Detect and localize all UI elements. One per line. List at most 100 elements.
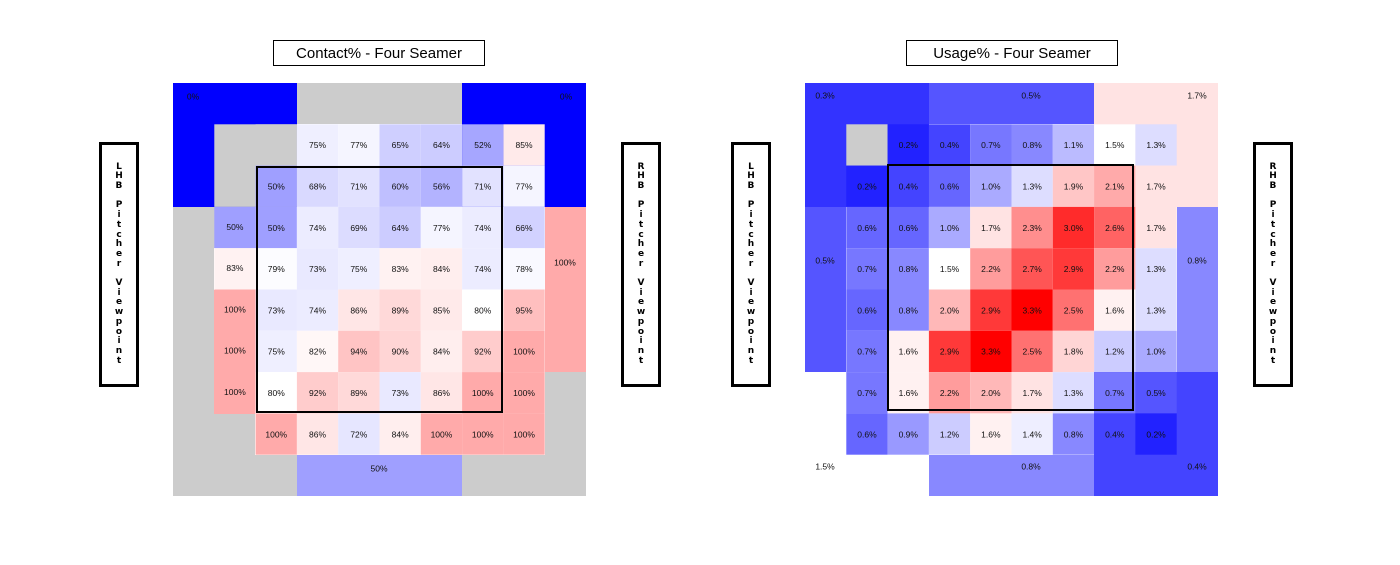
contact-cell-label: 79% (268, 264, 285, 274)
usage-cell-label: 2.9% (940, 347, 960, 357)
zone-right-mid (1177, 207, 1218, 372)
zone-left-mid-a (214, 206, 256, 249)
contact-cell (338, 248, 380, 290)
usage-cell (970, 165, 1012, 207)
zone-bottom-right (462, 455, 545, 496)
contact-cell-label: 75% (309, 140, 326, 150)
usage-cell-label: 1.8% (1064, 347, 1084, 357)
usage-cell (928, 124, 971, 166)
usage-cell (1135, 124, 1177, 166)
usage-cell-label: 2.7% (1022, 264, 1042, 274)
usage-cell-label: 1.6% (899, 388, 919, 398)
usage-cell-label: 2.3% (1022, 223, 1042, 233)
usage-cell (1011, 372, 1053, 414)
usage-cell-label: 0.8% (899, 264, 919, 274)
zone-left-mid (805, 207, 846, 372)
usage-cell (887, 330, 929, 373)
zone-right-mid (545, 207, 586, 372)
zone-left-lower-b (214, 289, 256, 414)
usage-cell-label: 2.5% (1064, 305, 1084, 315)
contact-cell (503, 413, 545, 455)
usage-cell-label: 1.0% (1146, 347, 1166, 357)
usage-cell (1094, 413, 1136, 455)
usage-cell-label: 1.0% (940, 223, 960, 233)
usage-cell (887, 206, 929, 249)
contact-cell-label: 77% (516, 182, 533, 192)
usage-cell (970, 372, 1012, 414)
usage-cell-label: 0.5% (1146, 388, 1166, 398)
contact-cell (255, 248, 297, 290)
contact-cell (338, 330, 380, 373)
usage-cell (1011, 413, 1053, 455)
contact-cell-label: 80% (268, 388, 285, 398)
usage-cell (1052, 330, 1095, 373)
contact-cell-label: 73% (268, 305, 285, 315)
usage-cell-label: 0.4% (899, 182, 919, 192)
usage-cell (846, 248, 888, 290)
contact-cell-label: 74% (474, 264, 491, 274)
usage-cell (1135, 372, 1177, 414)
contact-cell-label: 86% (433, 388, 450, 398)
contact-cell-label: 75% (350, 264, 367, 274)
contact-cell (255, 372, 297, 414)
usage-cell (1011, 206, 1053, 249)
contact-cell (379, 413, 421, 455)
contact-cell-label: 90% (392, 347, 409, 357)
contact-cell-label: 50% (268, 182, 285, 192)
usage-cell-label: 0.4% (1105, 429, 1125, 439)
zone-bottom-left-label: 1.5% (815, 461, 835, 471)
usage-cell-label: 1.6% (1105, 305, 1125, 315)
usage-cell-label: 0.8% (1022, 140, 1042, 150)
usage-cell (928, 248, 971, 290)
zone-bottom-middle-label: 50% (370, 463, 387, 473)
contact-cell (379, 165, 421, 207)
contact-cell-label: 50% (268, 223, 285, 233)
usage-cell-label: 0.6% (857, 429, 877, 439)
usage-cell-label: 2.5% (1022, 347, 1042, 357)
usage-cell-label: 0.7% (1105, 388, 1125, 398)
usage-cell (1011, 248, 1053, 290)
usage-cell-label: 2.2% (1105, 264, 1125, 274)
zone-top-right-label: 1.7% (1187, 90, 1207, 100)
contact-cell (420, 206, 463, 249)
zone-left-lower-label: 100% (224, 387, 246, 397)
contact-cell (503, 372, 545, 414)
contact-cell (255, 289, 297, 331)
contact-cell (296, 372, 339, 414)
usage-cell-label: 0.2% (899, 140, 919, 150)
contact-cell-label: 66% (516, 223, 533, 233)
contact-heatmap: 75% 77% 65% 64% 52% 85% 50% 68% 71% 60% 56% 71% 77% 5… (173, 83, 586, 496)
zone-bottom-right-label: 0.4% (1187, 461, 1207, 471)
contact-cell-label: 84% (433, 264, 450, 274)
zone-bottom-middle-label: 0.8% (1021, 461, 1041, 471)
contact-cell (379, 206, 421, 249)
usage-cell-label: 0.7% (981, 140, 1001, 150)
contact-cell (255, 206, 297, 249)
usage-cell-label: 1.5% (1105, 140, 1125, 150)
usage-cell (970, 289, 1012, 331)
usage-cell-label: 2.0% (981, 388, 1001, 398)
usage-cell (846, 206, 888, 249)
zone-left-mid-b-label: 83% (226, 263, 243, 273)
usage-lhb-viewpoint-label: L H B P i t c h e r V i e w p o i n t (746, 161, 756, 366)
contact-cell (420, 330, 463, 373)
contact-cell-label: 80% (474, 305, 491, 315)
usage-cell (846, 165, 888, 207)
contact-cell-label: 100% (513, 429, 535, 439)
contact-cell-label: 64% (433, 140, 450, 150)
usage-cell (1052, 289, 1095, 331)
contact-cell (462, 372, 504, 414)
contact-cell (296, 248, 339, 290)
contact-cell-label: 75% (268, 347, 285, 357)
contact-cell-label: 84% (433, 347, 450, 357)
contact-cell-label: 82% (309, 347, 326, 357)
contact-cell-label: 52% (474, 140, 491, 150)
usage-cell (1135, 330, 1177, 373)
usage-cell (1135, 165, 1177, 207)
contact-cell (379, 124, 421, 166)
usage-cell-label: 1.3% (1146, 264, 1166, 274)
contact-cell-label: 95% (516, 305, 533, 315)
usage-cell (1094, 330, 1136, 373)
contact-cell (462, 248, 504, 290)
